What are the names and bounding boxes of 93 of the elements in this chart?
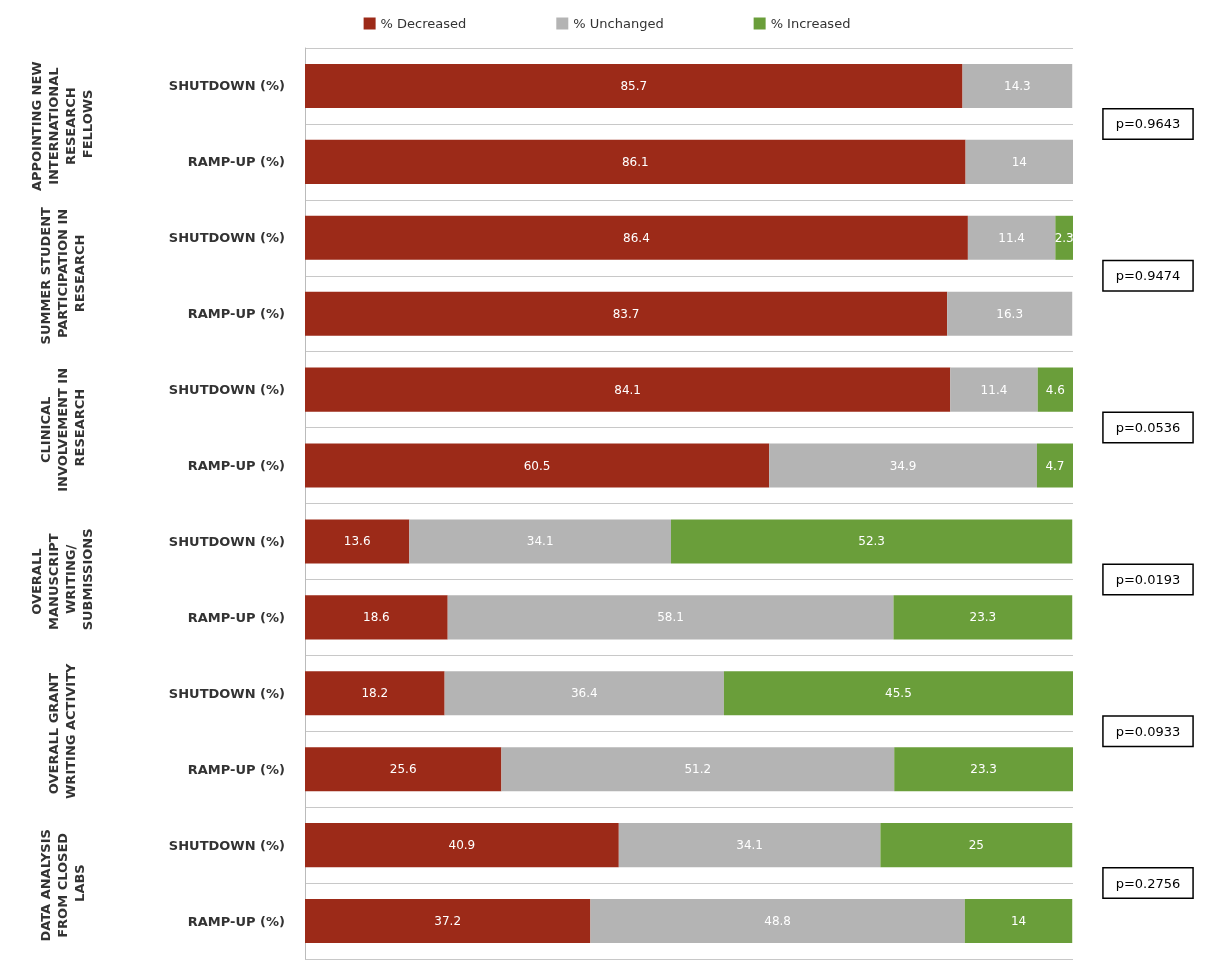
- data-label: 45.5: [885, 686, 912, 701]
- bar: [444, 671, 724, 716]
- y-tick-label: RAMP-UP (%): [187, 306, 285, 322]
- text: p=0.9643: [1115, 116, 1181, 132]
- y-tick-label: SHUTDOWN (%): [168, 533, 285, 549]
- data-label: 25: [968, 838, 984, 853]
- bar: [1055, 215, 1073, 260]
- bar: [1036, 443, 1073, 488]
- bar: [962, 63, 1073, 108]
- y-tick-label: SHUTDOWN (%): [168, 685, 285, 701]
- data-label: 60.5: [523, 458, 551, 473]
- text: p=0.0933: [1115, 723, 1181, 739]
- data-label: 23.3: [970, 762, 997, 777]
- bar: [305, 671, 445, 716]
- bar: [305, 899, 591, 944]
- data-label: 52.3: [858, 534, 885, 549]
- data-label: 86.1: [621, 154, 649, 169]
- data-label: 2.3: [1054, 230, 1074, 245]
- bar: [305, 367, 951, 412]
- text: p=0.2756: [1115, 875, 1181, 891]
- text: APPOINTING NEW INTERNATIONAL RESEARCH FELLOWS: [29, 56, 95, 192]
- bar: [305, 595, 448, 640]
- data-label: 4.7: [1045, 458, 1065, 473]
- data-label: 4.6: [1045, 382, 1065, 397]
- bar: [305, 443, 770, 488]
- data-label: 40.9: [448, 838, 476, 853]
- y-tick-label: SHUTDOWN (%): [168, 837, 285, 853]
- bar: [305, 291, 948, 336]
- bar: [305, 215, 968, 260]
- bar: [967, 215, 1056, 260]
- data-label: 14: [1010, 914, 1027, 929]
- data-label: 16.3: [996, 306, 1024, 321]
- bar: [305, 519, 410, 564]
- bar: [893, 595, 1073, 640]
- y-tick-label: RAMP-UP (%): [187, 154, 285, 170]
- bar: [409, 519, 671, 564]
- bar: [305, 747, 502, 792]
- y-tick-label: RAMP-UP (%): [187, 458, 285, 474]
- data-label: 51.2: [684, 762, 712, 777]
- y-tick-label: SHUTDOWN (%): [168, 78, 285, 94]
- bar: [964, 899, 1073, 944]
- data-label: 14: [1011, 154, 1027, 169]
- bar: [501, 747, 895, 792]
- data-label: 34.9: [889, 458, 917, 473]
- data-label: 84.1: [614, 382, 641, 397]
- data-label: 83.7: [612, 306, 640, 321]
- legend-label: % Increased: [770, 16, 851, 31]
- data-label: 34.1: [736, 838, 763, 853]
- text: p=0.0536: [1115, 420, 1181, 436]
- text: p=0.9474: [1115, 268, 1181, 284]
- text: OVERALL GRANT WRITING ACTIVITY: [46, 662, 78, 799]
- data-label: 18.6: [362, 610, 390, 625]
- bar: [965, 139, 1073, 184]
- bar: [769, 443, 1037, 488]
- data-label: 23.3: [969, 610, 997, 625]
- bar: [950, 367, 1038, 412]
- bar: [590, 899, 965, 944]
- bar: [305, 139, 966, 184]
- data-label: 14.3: [1004, 78, 1031, 93]
- text: OVERALL MANUSCRIPT WRITING/SUBMISSIONS: [29, 528, 95, 631]
- bar: [670, 519, 1073, 564]
- data-label: 11.4: [998, 230, 1025, 245]
- bar: [894, 747, 1073, 792]
- bar: [305, 63, 963, 108]
- y-tick-label: RAMP-UP (%): [187, 913, 285, 929]
- bar: [947, 291, 1073, 336]
- data-label: 58.1: [657, 610, 684, 625]
- data-label: 48.8: [764, 914, 791, 929]
- bar: [723, 671, 1073, 716]
- text: p=0.0193: [1115, 571, 1181, 587]
- text: SUMMER STUDENT PARTICIPATION IN RESEARCH: [37, 206, 87, 345]
- data-label: 13.6: [343, 534, 371, 549]
- data-label: 18.2: [361, 686, 389, 701]
- text: DATA ANALYSIS FROM CLOSED LABS: [37, 824, 87, 942]
- bar: [1037, 367, 1073, 412]
- legend-label: % Unchanged: [573, 16, 664, 31]
- y-tick-label: RAMP-UP (%): [187, 761, 285, 777]
- legend-label: % Decreased: [380, 16, 467, 31]
- y-tick-label: SHUTDOWN (%): [168, 382, 285, 398]
- bar: [880, 823, 1073, 868]
- y-tick-label: RAMP-UP (%): [187, 609, 285, 625]
- y-tick-label: SHUTDOWN (%): [168, 230, 285, 246]
- data-label: 25.6: [389, 762, 417, 777]
- data-label: 36.4: [570, 686, 598, 701]
- bar: [447, 595, 894, 640]
- data-label: 85.7: [620, 78, 648, 93]
- data-label: 37.2: [434, 914, 462, 929]
- bar: [305, 823, 619, 868]
- data-label: 11.4: [980, 382, 1008, 397]
- data-label: 86.4: [623, 230, 650, 245]
- data-label: 34.1: [526, 534, 554, 549]
- bar: [618, 823, 881, 868]
- text: CLINICAL INVOLVEMENT IN RESEARCH: [37, 363, 87, 492]
